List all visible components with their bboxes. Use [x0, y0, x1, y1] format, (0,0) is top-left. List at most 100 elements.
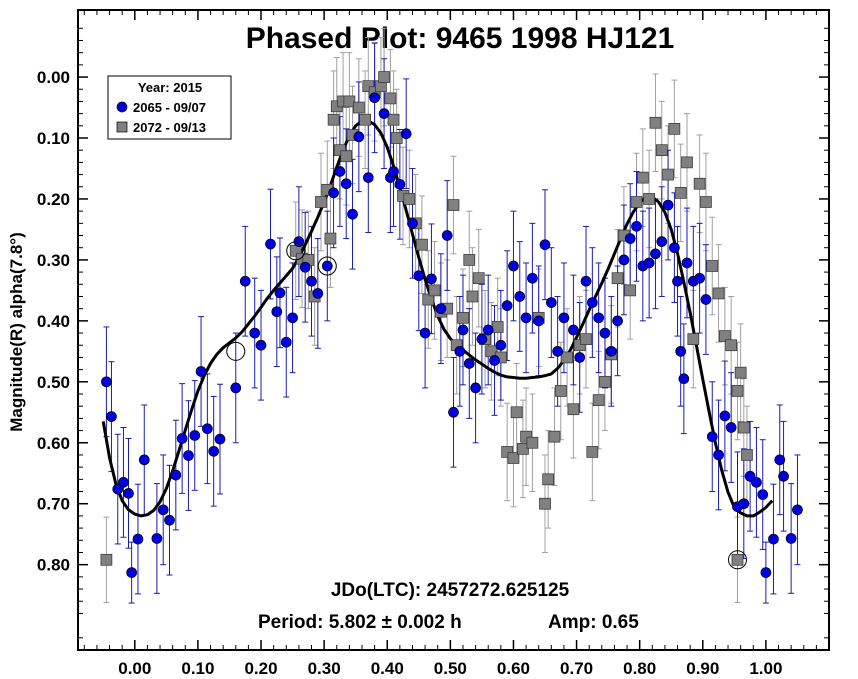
data-point-circle: [694, 272, 705, 284]
data-point-circle: [631, 221, 642, 232]
data-point-circle: [514, 291, 526, 302]
data-point-square: [737, 421, 750, 434]
data-point-circle: [580, 275, 592, 287]
data-point-square: [662, 168, 674, 181]
chart-title: Phased Plot: 9465 1998 HJ121: [246, 22, 675, 55]
data-point-square: [517, 443, 529, 455]
axes-layer: 0.00 0.10 0.20 0.30 0.40 0.50 0.60 0.70 0.80 0.90…: [37, 10, 829, 678]
jd-annotation: JDo(LTC): 2457272.625125: [331, 580, 570, 601]
data-point-square: [725, 339, 738, 352]
data-point-circle: [662, 199, 674, 211]
data-point-circle: [280, 336, 292, 348]
x-tick-label: 0.20: [244, 659, 277, 678]
data-point-circle: [539, 239, 551, 251]
data-point-square: [719, 330, 731, 342]
data-point-circle: [757, 489, 769, 500]
data-point-circle: [183, 450, 194, 461]
data-point-circle: [618, 254, 630, 266]
y-tick-label: 0.60: [37, 434, 70, 453]
data-point-square: [630, 196, 643, 208]
data-point-circle: [400, 128, 412, 140]
legend-marker-series2: [116, 121, 128, 133]
data-point-square: [731, 385, 744, 397]
data-point-square: [352, 101, 365, 114]
data-point-circle: [678, 373, 690, 385]
data-point-square: [731, 553, 744, 566]
data-point-circle: [527, 272, 538, 284]
data-point-circle: [470, 382, 481, 394]
data-point-square: [668, 123, 681, 135]
data-point-circle: [533, 315, 545, 327]
data-point-square: [315, 196, 327, 208]
data-point-square: [548, 430, 561, 443]
data-point-circle: [214, 433, 226, 445]
data-point-circle: [202, 423, 213, 435]
data-point-circle: [312, 288, 324, 299]
data-point-square: [624, 284, 637, 297]
data-point-circle: [170, 469, 182, 481]
data-point-circle: [249, 327, 261, 339]
data-point-square: [592, 394, 605, 406]
data-point-circle: [669, 242, 680, 254]
data-point-circle: [672, 275, 683, 287]
legend-label-series2: 2072 - 09/13: [133, 120, 206, 135]
data-point-circle: [568, 324, 579, 336]
data-point-circle: [123, 488, 134, 499]
data-point-square: [501, 446, 513, 458]
data-point-circle: [454, 345, 466, 357]
data-point-circle: [378, 108, 390, 119]
data-point-square: [712, 287, 725, 300]
data-point-circle: [189, 430, 201, 441]
data-point-circle: [706, 431, 718, 443]
data-point-square: [422, 293, 435, 306]
data-point-square: [466, 290, 479, 303]
data-point-square: [359, 113, 371, 126]
data-point-square: [457, 311, 469, 324]
data-point-circle: [132, 533, 144, 545]
y-tick-label: 0.30: [37, 251, 70, 270]
data-point-circle: [118, 477, 129, 488]
data-point-square: [416, 238, 428, 251]
data-point-circle: [605, 345, 617, 357]
data-point-square: [390, 132, 403, 144]
x-tick-label: 0.90: [686, 659, 719, 678]
data-point-square: [655, 144, 668, 157]
data-point-circle: [347, 208, 358, 220]
data-point-square: [384, 92, 397, 105]
data-point-circle: [482, 324, 494, 336]
data-point-circle: [593, 312, 605, 324]
data-point-square: [378, 71, 390, 83]
x-tick-label: 0.40: [371, 659, 404, 678]
data-point-circle: [239, 275, 251, 287]
data-point-circle: [369, 92, 380, 104]
data-point-circle: [643, 257, 655, 269]
x-tick-label: 0.70: [560, 659, 593, 678]
data-point-circle: [362, 172, 374, 183]
data-point-circle: [725, 422, 737, 433]
data-point-circle: [435, 303, 447, 315]
data-point-square: [463, 254, 476, 266]
data-point-circle: [306, 275, 317, 287]
data-point-circle: [441, 230, 453, 241]
data-point-square: [100, 553, 113, 566]
y-tick-label: 0.00: [37, 68, 70, 87]
data-point-circle: [792, 504, 803, 516]
data-point-circle: [650, 248, 661, 260]
data-point-circle: [413, 270, 425, 282]
data-point-circle: [101, 376, 112, 388]
legend-box: [107, 75, 232, 140]
data-point-circle: [299, 261, 311, 273]
y-tick-label: 0.50: [37, 373, 70, 392]
period-annotation: Period: 5.802 ± 0.002 h: [258, 612, 462, 633]
legend: Year: 2015 2065 - 09/07 2072 - 09/13: [107, 75, 232, 140]
highlight-marker: [317, 256, 337, 276]
data-points-layer: [100, 71, 803, 578]
y-tick-label: 0.40: [37, 312, 70, 331]
data-point-circle: [106, 411, 117, 422]
data-point-circle: [419, 327, 431, 339]
data-point-circle: [340, 178, 352, 190]
data-point-circle: [768, 533, 779, 545]
data-point-square: [687, 333, 700, 345]
legend-title: Year: 2015: [138, 80, 202, 95]
data-point-square: [599, 375, 611, 388]
